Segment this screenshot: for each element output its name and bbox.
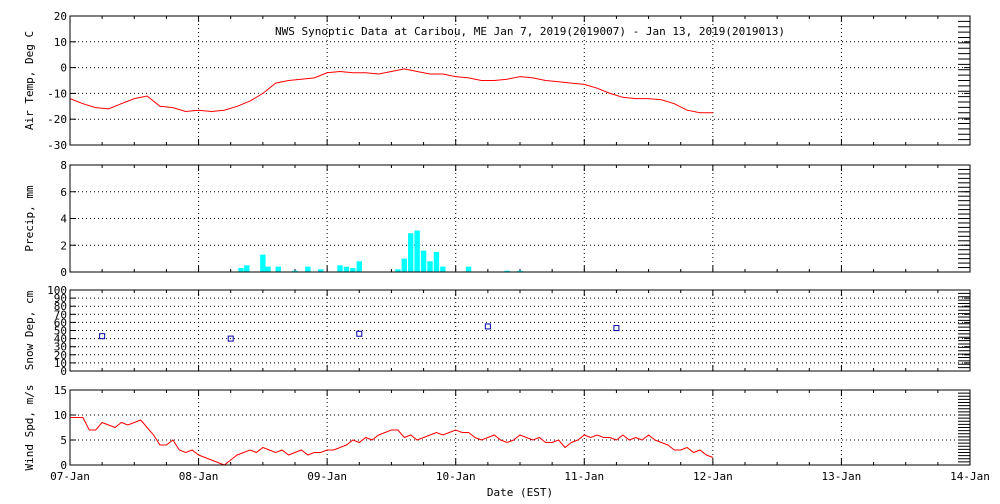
precip-frame bbox=[69, 164, 971, 273]
air-temp-panel: 20 10 0 -10 -20 -30 Air Temp, Deg C bbox=[23, 10, 971, 152]
precip-bar bbox=[517, 270, 523, 272]
precip-bar bbox=[337, 265, 343, 272]
precip-bar bbox=[305, 266, 311, 272]
precip-bar bbox=[433, 251, 440, 272]
snow-depth-frame bbox=[69, 289, 971, 372]
air-temp-y-tick-label: -10 bbox=[47, 87, 67, 100]
wind-speed-y-tick-label: 10 bbox=[54, 409, 67, 422]
x-tick-label: 07-Jan bbox=[50, 470, 90, 483]
precip-bar bbox=[350, 267, 356, 272]
air-temp-frame bbox=[69, 15, 971, 146]
snow-depth-y-tick-label: 70 bbox=[54, 308, 67, 321]
precip-bar bbox=[465, 266, 472, 272]
wind-speed-y-tick-label: 15 bbox=[54, 384, 67, 397]
precip-bar bbox=[343, 266, 350, 272]
precip-bar bbox=[318, 269, 324, 272]
x-tick-label: 08-Jan bbox=[179, 470, 219, 483]
x-tick-label: 12-Jan bbox=[693, 470, 733, 483]
wind-speed-y-tick-label: 5 bbox=[60, 434, 67, 447]
snow-depth-point bbox=[356, 330, 363, 337]
air-temp-y-tick-label: 0 bbox=[60, 62, 67, 75]
air-temp-series-line bbox=[69, 68, 713, 114]
snow-depth-y-axis-label: Snow Dep, cm bbox=[23, 290, 36, 370]
precip-bar bbox=[292, 270, 298, 272]
precip-bar bbox=[265, 266, 271, 272]
snow-depth-point bbox=[484, 323, 491, 330]
x-tick-label: 11-Jan bbox=[564, 470, 604, 483]
precip-y-tick-label: 4 bbox=[60, 213, 67, 226]
x-tick-label: 13-Jan bbox=[822, 470, 862, 483]
snow-depth-y-tick-label: 90 bbox=[54, 292, 67, 305]
x-tick-label: 14-Jan bbox=[950, 470, 990, 483]
precip-y-tick-label: 2 bbox=[60, 239, 67, 252]
snow-depth-y-tick-label: 40 bbox=[54, 333, 67, 346]
x-axis-label: Date (EST) bbox=[487, 486, 553, 499]
precip-y-tick-label: 8 bbox=[60, 159, 67, 172]
x-tick-label: 10-Jan bbox=[436, 470, 476, 483]
precip-y-tick-label: 6 bbox=[60, 186, 67, 199]
wind-speed-y-tick-label: 0 bbox=[60, 459, 67, 472]
precip-y-tick-label: 0 bbox=[60, 266, 67, 279]
precip-bar bbox=[244, 265, 250, 272]
precip-bar bbox=[275, 266, 281, 272]
precip-y-axis-label: Precip, mm bbox=[23, 185, 36, 252]
snow-depth-point bbox=[99, 333, 106, 340]
snow-depth-y-tick-label: 10 bbox=[54, 357, 67, 370]
precip-panel: 0 2 4 6 8 Precip, mm bbox=[23, 159, 971, 279]
air-temp-y-tick-label: 10 bbox=[54, 36, 67, 49]
snow-depth-y-tick-label: 30 bbox=[54, 341, 67, 354]
wind-speed-series-line bbox=[70, 417, 714, 466]
air-temp-y-tick-label: -30 bbox=[47, 139, 67, 152]
precip-bar bbox=[408, 233, 414, 272]
snow-depth-y-tick-label: 80 bbox=[54, 300, 67, 313]
snow-depth-y-tick-label: 0 bbox=[60, 365, 67, 378]
precip-bar bbox=[260, 254, 266, 272]
precip-bar bbox=[414, 230, 420, 272]
snow-depth-y-tick-label: 20 bbox=[54, 349, 67, 362]
precip-bar bbox=[427, 261, 433, 272]
snow-depth-point bbox=[227, 335, 234, 342]
precip-bar bbox=[356, 261, 362, 272]
precip-bar bbox=[401, 258, 407, 272]
snow-depth-point bbox=[613, 325, 620, 332]
x-tick-label: 09-Jan bbox=[307, 470, 347, 483]
air-temp-y-tick-label: -20 bbox=[47, 113, 67, 126]
air-temp-y-axis-label: Air Temp, Deg C bbox=[23, 31, 36, 130]
air-temp-y-tick-label: 20 bbox=[54, 10, 67, 23]
wind-speed-y-axis-label: Wind Spd, m/s bbox=[23, 384, 36, 470]
chart-title: NWS Synoptic Data at Caribou, ME Jan 7, … bbox=[275, 25, 785, 38]
wind-speed-frame bbox=[69, 389, 971, 466]
wind-speed-panel: 0 5 10 15 Wind Spd, m/s bbox=[23, 384, 971, 472]
precip-bar bbox=[395, 269, 401, 272]
precip-bar bbox=[440, 266, 446, 272]
snow-depth-y-tick-label: 100 bbox=[47, 284, 67, 297]
precip-bar bbox=[238, 267, 244, 272]
snow-depth-y-tick-label: 60 bbox=[54, 316, 67, 329]
precip-bar bbox=[420, 250, 427, 272]
precip-bar bbox=[504, 270, 510, 272]
snow-depth-y-tick-label: 50 bbox=[54, 325, 67, 338]
